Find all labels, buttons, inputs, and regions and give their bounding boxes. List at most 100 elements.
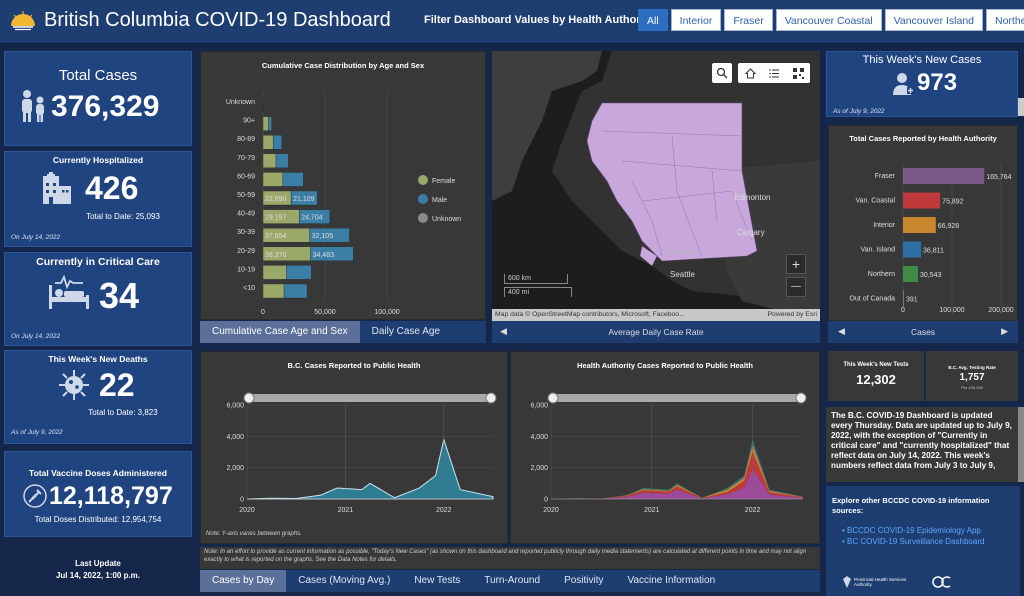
age-bar-male[interactable] — [275, 153, 289, 169]
age-tab-0[interactable]: Cumulative Case Age and Sex — [200, 321, 360, 343]
time-slider-start-handle[interactable] — [547, 392, 559, 404]
scale-mi: 400 mi — [504, 287, 572, 297]
ha-bar[interactable] — [903, 290, 904, 307]
virus-icon — [59, 370, 89, 400]
age-category-label: 60-69 — [237, 173, 255, 180]
zoom-out-button[interactable]: — — [786, 277, 806, 297]
hospitalized-card: Currently Hospitalized 426 Total to Date… — [4, 151, 192, 247]
map-prev-icon[interactable]: ◀ — [500, 326, 507, 336]
filter-vancouver-island[interactable]: Vancouver Island — [884, 9, 983, 31]
ha-bar[interactable] — [903, 192, 941, 209]
age-data-label-female: 29,197 — [265, 215, 287, 222]
surveillance-dashboard-link[interactable]: • BC COVID-19 Surveillance Dashboard — [842, 537, 985, 546]
ha-value-label: 165,764 — [986, 174, 1011, 181]
filter-interior[interactable]: Interior — [670, 9, 722, 31]
ha-area-van-coastal[interactable] — [551, 452, 803, 499]
health-authority-chart: 0 100,000 200,000 Fraser 165,764 Van. Coastal… — [849, 164, 1014, 314]
qr-code-icon[interactable] — [792, 67, 804, 79]
time-slider-end-handle[interactable] — [795, 392, 807, 404]
age-bar-male[interactable] — [283, 283, 308, 299]
time-slider-end-handle[interactable] — [485, 392, 497, 404]
age-bar-male[interactable] — [282, 172, 304, 187]
ha-category-label: Van. Coastal — [855, 198, 895, 205]
y-axis-note: Note: Y-axis varies between graphs. — [206, 531, 302, 537]
critical-care-card: Currently in Critical Care 34 On July 14… — [4, 252, 192, 346]
bottom-tab-2[interactable]: New Tests — [414, 575, 461, 586]
person-add-icon — [893, 73, 914, 95]
age-tab-1[interactable]: Daily Case Age — [371, 326, 441, 337]
ha-bar[interactable] — [903, 241, 922, 258]
age-bar-male[interactable] — [310, 246, 354, 262]
epidemiology-app-link[interactable]: • BCCDC COVID-19 Epidemiology App — [842, 526, 981, 535]
filter-vancouver-coastal[interactable]: Vancouver Coastal — [775, 9, 882, 31]
bottom-tab-5[interactable]: Vaccine Information — [627, 575, 716, 586]
ha-bar[interactable] — [903, 217, 936, 233]
health-authority-chart-panel: Total Cases Reported by Health Authority… — [828, 125, 1018, 321]
zoom-in-button[interactable]: + — [786, 254, 806, 274]
new-tests-value: 12,302 — [856, 372, 896, 387]
layer-list-icon[interactable] — [768, 68, 780, 79]
age-category-label: 20-29 — [237, 248, 255, 255]
last-update-value: Jul 14, 2022, 1:00 p.m. — [55, 571, 141, 580]
age-bar-female[interactable] — [262, 283, 285, 299]
age-category-label: 50-59 — [237, 192, 255, 199]
home-icon[interactable] — [744, 67, 756, 79]
time-slider-track[interactable] — [247, 394, 493, 402]
age-bar-female[interactable] — [262, 265, 287, 280]
ha-area-fraser[interactable] — [551, 469, 803, 499]
filter-fraser[interactable]: Fraser — [724, 9, 773, 31]
new-tests-card: This Week's New Tests 12,302 — [828, 351, 924, 401]
info-scrollbar[interactable] — [1018, 407, 1024, 482]
y-tick: 0 — [240, 497, 244, 504]
new-cases-value: 973 — [917, 69, 958, 96]
ha-cases-chart: 0 2,000 4,000 6,000 2020 2021 2022 — [530, 392, 807, 514]
age-bar-male[interactable] — [299, 209, 331, 224]
age-data-label-male: 32,105 — [312, 233, 334, 240]
deaths-total: Total to Date: 3,823 — [88, 408, 158, 417]
ha-next-icon[interactable]: ▶ — [1001, 326, 1008, 336]
age-bar-male[interactable] — [309, 227, 350, 243]
age-sex-chart-title: Cumulative Case Distribution by Age and … — [261, 61, 425, 70]
time-slider-start-handle[interactable] — [243, 392, 255, 404]
age-bar-female[interactable] — [262, 172, 284, 187]
bc-map[interactable] — [492, 51, 820, 321]
hospital-icon — [43, 172, 71, 204]
x-tick: 2021 — [644, 507, 660, 514]
health-authority-filters: All Interior Fraser Vancouver Coastal Vancou… — [638, 9, 1024, 31]
age-bar-female[interactable] — [262, 134, 274, 150]
age-bar-male[interactable] — [272, 134, 283, 150]
age-bar-male[interactable] — [290, 190, 318, 206]
bottom-tab-0[interactable]: Cases by Day — [200, 570, 287, 592]
age-bar-female[interactable] — [262, 153, 277, 169]
last-update-label: Last Update — [75, 559, 121, 568]
age-bar-male[interactable] — [268, 116, 272, 131]
hospital-bed-icon — [49, 275, 89, 309]
age-category-label: 10-19 — [237, 266, 255, 273]
map-label-seattle: Seattle — [670, 270, 695, 279]
ha-x-tick: 0 — [901, 307, 905, 314]
bottom-tab-4[interactable]: Positivity — [564, 575, 604, 586]
testing-rate-value: 1,757 — [959, 372, 985, 383]
new-cases-card: This Week's New Cases 973 As of July 9, … — [826, 51, 1018, 117]
bottom-tab-1[interactable]: Cases (Moving Avg.) — [298, 575, 391, 586]
legend-swatch-male — [418, 194, 428, 204]
time-slider-track[interactable] — [551, 394, 803, 402]
filter-all[interactable]: All — [638, 9, 668, 31]
bc-cases-area[interactable] — [246, 437, 494, 500]
scrollbar-thumb[interactable] — [1018, 98, 1024, 116]
bottom-tab-3[interactable]: Turn-Around — [484, 575, 541, 586]
age-bar-male[interactable] — [286, 265, 312, 280]
map-toolbar — [738, 63, 810, 83]
ha-bar[interactable] — [903, 266, 918, 282]
ha-prev-icon[interactable]: ◀ — [838, 326, 845, 336]
new-cases-date: As of July 9, 2022 — [833, 108, 885, 115]
bc-cases-chart-title: B.C. Cases Reported to Public Health — [287, 361, 421, 370]
map-search-button[interactable] — [712, 63, 732, 83]
new-cases-title: This Week's New Cases — [862, 54, 982, 66]
ha-value-label: 30,543 — [920, 272, 942, 279]
map-panel[interactable]: Edmonton Calgary Seattle Vancouver + — 6… — [492, 51, 820, 321]
age-bar-female[interactable] — [262, 116, 269, 131]
filter-northern[interactable]: Northern — [986, 9, 1024, 31]
ha-x-tick: 100,000 — [939, 307, 964, 314]
ha-bar[interactable] — [903, 168, 985, 184]
